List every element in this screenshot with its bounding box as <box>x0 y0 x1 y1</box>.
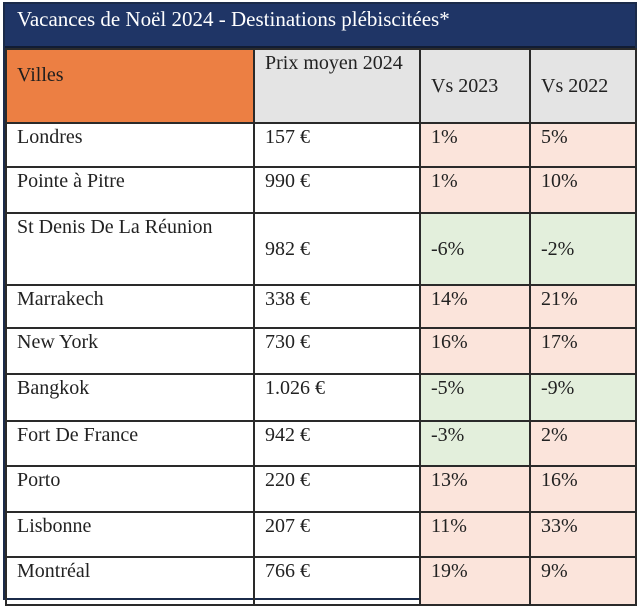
city-cell: Montréal <box>5 556 255 606</box>
vs-2022-cell: 17% <box>529 327 637 375</box>
table-row: Lisbonne 207 €11% 33% <box>5 511 637 558</box>
table-title: Vacances de Noël 2024 - Destinations plé… <box>5 4 635 48</box>
city-cell: New York <box>5 327 255 375</box>
header-prix-moyen: Prix moyen 2024 <box>253 48 421 124</box>
vs-2023-cell: 14% <box>419 284 531 329</box>
city-cell: Lisbonne <box>5 511 255 558</box>
destinations-table: Villes Prix moyen 2024 Vs 2023 Vs 2022 L… <box>5 48 637 606</box>
table-header-row: Villes Prix moyen 2024 Vs 2023 Vs 2022 <box>5 48 637 124</box>
vs-2022-cell: -9% <box>529 373 637 422</box>
price-cell: 942 € <box>253 420 421 467</box>
vs-2022-cell: 9% <box>529 556 637 606</box>
price-cell: 766 € <box>253 556 421 606</box>
table-row: Bangkok 1.026 € -5% -9% <box>5 373 637 422</box>
city-cell: Marrakech <box>5 284 255 329</box>
vs-2023-cell: -5% <box>419 373 531 422</box>
vs-2023-cell: 11% <box>419 511 531 558</box>
header-vs-2023: Vs 2023 <box>419 48 531 124</box>
vs-2023-cell: -6% <box>419 212 531 286</box>
table-row: New York 730 €16% 17% <box>5 327 637 375</box>
vs-2023-cell: 19% <box>419 556 531 606</box>
table-row: Fort De France 942 € -3% 2% <box>5 420 637 467</box>
price-cell: 1.026 € <box>253 373 421 422</box>
price-cell: 982 € <box>253 212 421 286</box>
vs-2022-cell: -2% <box>529 212 637 286</box>
price-cell: 207 € <box>253 511 421 558</box>
price-cell: 730 € <box>253 327 421 375</box>
city-cell: St Denis De La Réunion <box>5 212 255 286</box>
table-row: Marrakech 338 €14% 21% <box>5 284 637 329</box>
header-villes: Villes <box>5 48 255 124</box>
price-cell: 220 € <box>253 465 421 513</box>
vs-2022-cell: 33% <box>529 511 637 558</box>
city-cell: Porto <box>5 465 255 513</box>
vs-2022-cell: 10% <box>529 166 637 214</box>
price-cell: 338 € <box>253 284 421 329</box>
table-row: Londres 157 €1% 5% <box>5 122 637 168</box>
table-row: St Denis De La Réunion 982 € -6% -2% <box>5 212 637 286</box>
city-cell: Londres <box>5 122 255 168</box>
price-cell: 990 € <box>253 166 421 214</box>
vs-2022-cell: 5% <box>529 122 637 168</box>
vs-2023-cell: -3% <box>419 420 531 467</box>
vs-2023-cell: 13% <box>419 465 531 513</box>
header-vs-2022: Vs 2022 <box>529 48 637 124</box>
vs-2022-cell: 16% <box>529 465 637 513</box>
city-cell: Fort De France <box>5 420 255 467</box>
table-row: Montréal 766 €19% 9% <box>5 556 637 606</box>
vs-2022-cell: 21% <box>529 284 637 329</box>
vs-2023-cell: 1% <box>419 122 531 168</box>
vs-2023-cell: 1% <box>419 166 531 214</box>
city-cell: Bangkok <box>5 373 255 422</box>
destinations-table-card: Vacances de Noël 2024 - Destinations plé… <box>3 2 637 606</box>
city-cell: Pointe à Pitre <box>5 166 255 214</box>
table-row: Pointe à Pitre 990 €1% 10% <box>5 166 637 214</box>
table-row: Porto 220 €13% 16% <box>5 465 637 513</box>
price-cell: 157 € <box>253 122 421 168</box>
vs-2022-cell: 2% <box>529 420 637 467</box>
vs-2023-cell: 16% <box>419 327 531 375</box>
